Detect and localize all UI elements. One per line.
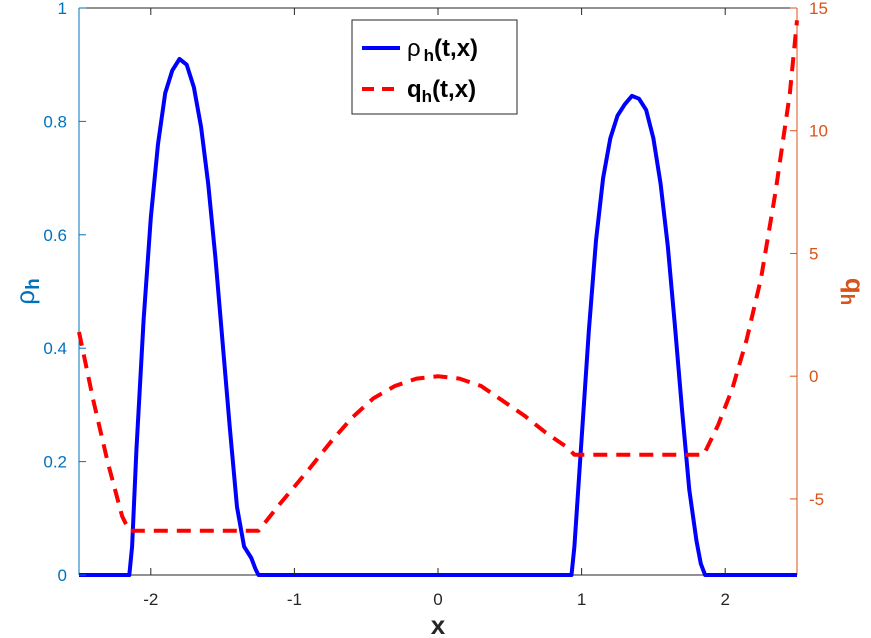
left-y-tick-label: 0.2 xyxy=(43,453,67,472)
x-tick-label: 2 xyxy=(720,590,729,609)
x-axis-title: x xyxy=(431,610,446,638)
left-y-tick-label: 0.8 xyxy=(43,112,67,131)
right-y-tick-label: 0 xyxy=(809,367,818,386)
left-y-axis-title-base: ρ xyxy=(10,290,40,305)
legend-label-rho: ρ h(t,x) xyxy=(407,35,478,65)
legend-label-q-suffix: (t,x) xyxy=(432,76,476,103)
legend-label-q-base: q xyxy=(407,76,422,103)
legend-label-rho-base: ρ xyxy=(407,35,421,62)
right-y-axis-title-base: q xyxy=(840,278,870,294)
legend-box xyxy=(351,19,518,115)
legend: ρ h(t,x) qh(t,x) xyxy=(351,19,518,115)
left-y-axis-title-sub: h xyxy=(23,278,44,290)
right-y-axis-title-sub: h xyxy=(836,294,857,306)
tick-layer: -2 -1 0 1 2 0 0.2 0.4 0.6 0.8 1 -5 0 5 10 15 xyxy=(43,0,828,609)
series-rho-line xyxy=(79,57,797,577)
right-y-tick-label: 10 xyxy=(809,122,828,141)
x-tick-label: 1 xyxy=(577,590,586,609)
legend-label-q-sub: h xyxy=(422,87,432,106)
x-tick-label: -2 xyxy=(143,590,158,609)
right-y-tick-label: 5 xyxy=(809,244,818,263)
series-layer xyxy=(77,20,799,577)
right-y-tick-label: 15 xyxy=(809,0,828,18)
left-y-tick-label: 0.6 xyxy=(43,226,67,245)
legend-label-rho-sub: h xyxy=(424,46,434,65)
x-tick-label: -1 xyxy=(287,590,302,609)
legend-label-q: qh(t,x) xyxy=(407,76,476,106)
left-y-axis-title: ρh xyxy=(10,278,44,304)
left-y-tick-label: 1 xyxy=(58,0,67,18)
x-tick-label: 0 xyxy=(433,590,442,609)
right-y-tick-label: -5 xyxy=(809,490,824,509)
legend-label-rho-suffix: (t,x) xyxy=(434,35,478,62)
right-y-axis-title: qh xyxy=(836,278,870,306)
left-y-tick-label: 0.4 xyxy=(43,339,67,358)
left-y-tick-label: 0 xyxy=(58,566,67,585)
